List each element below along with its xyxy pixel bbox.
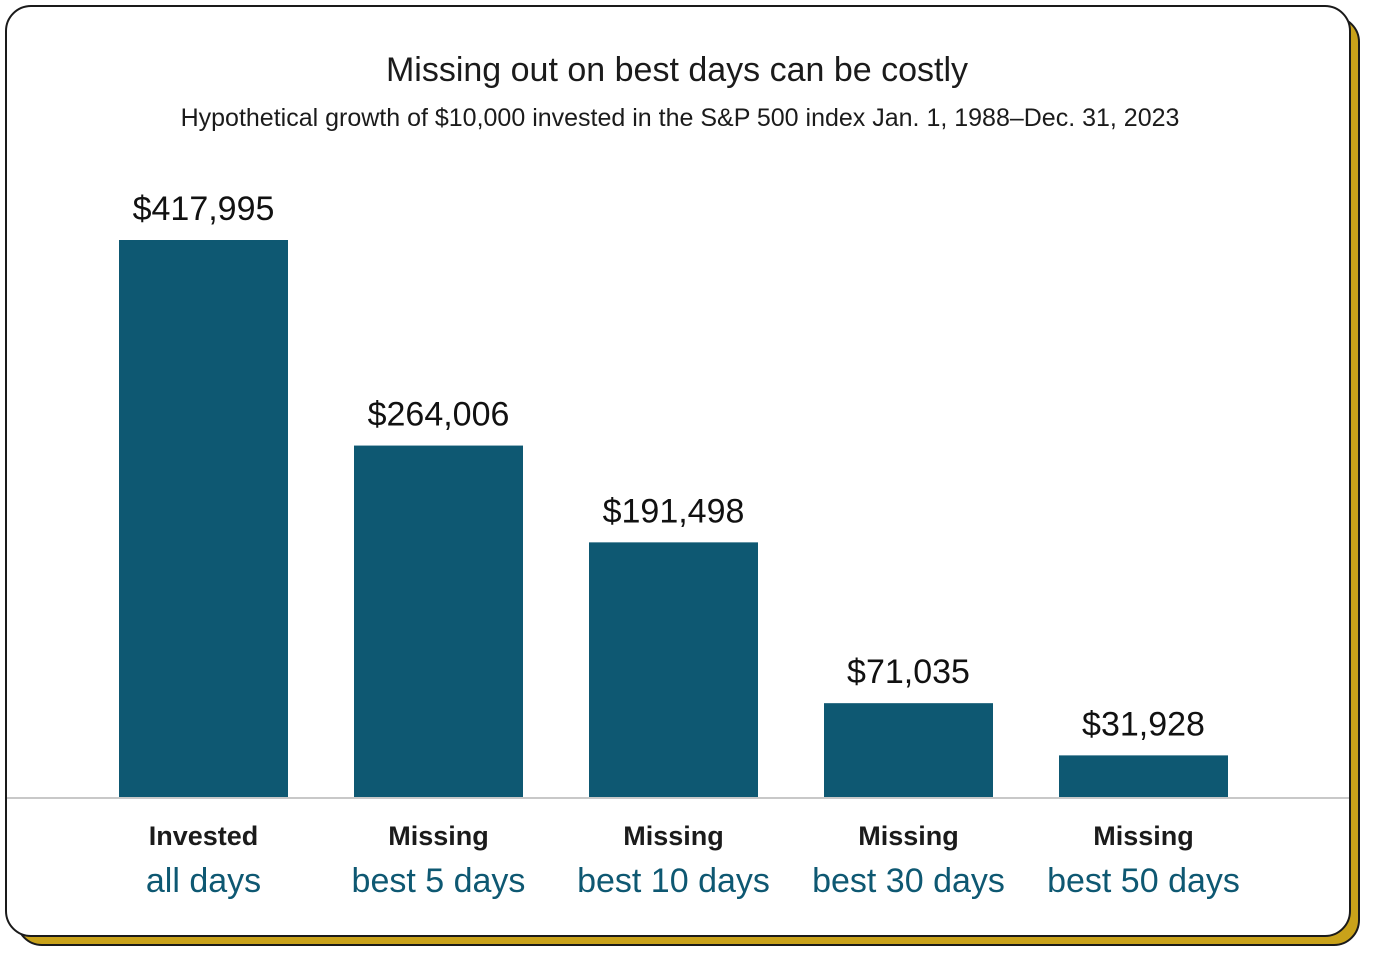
bar-3 [824, 703, 993, 798]
category-label-line1-2: Missing [623, 821, 724, 851]
category-label-line1-1: Missing [388, 821, 489, 851]
category-label-line1-3: Missing [858, 821, 959, 851]
bar-2 [589, 542, 758, 798]
category-label-line2-1: best 5 days [352, 862, 526, 900]
chart-title: Missing out on best days can be costly [385, 51, 969, 89]
value-label-3: $71,035 [847, 653, 970, 691]
category-label-line2-2: best 10 days [577, 862, 770, 900]
category-label-line1-4: Missing [1093, 821, 1194, 851]
bar-1 [354, 445, 523, 798]
value-label-1: $264,006 [368, 396, 510, 434]
chart-subtitle: Hypothetical growth of $10,000 invested … [180, 104, 1180, 132]
value-label-2: $191,498 [603, 492, 745, 530]
bar-0 [119, 240, 288, 798]
bar-4 [1059, 755, 1228, 798]
value-label-4: $31,928 [1082, 705, 1205, 743]
category-label-line1-0: Invested [149, 821, 259, 851]
value-label-0: $417,995 [133, 190, 275, 228]
category-label-line2-4: best 50 days [1047, 862, 1240, 900]
category-label-line2-3: best 30 days [812, 862, 1005, 900]
category-label-line2-0: all days [146, 862, 261, 900]
